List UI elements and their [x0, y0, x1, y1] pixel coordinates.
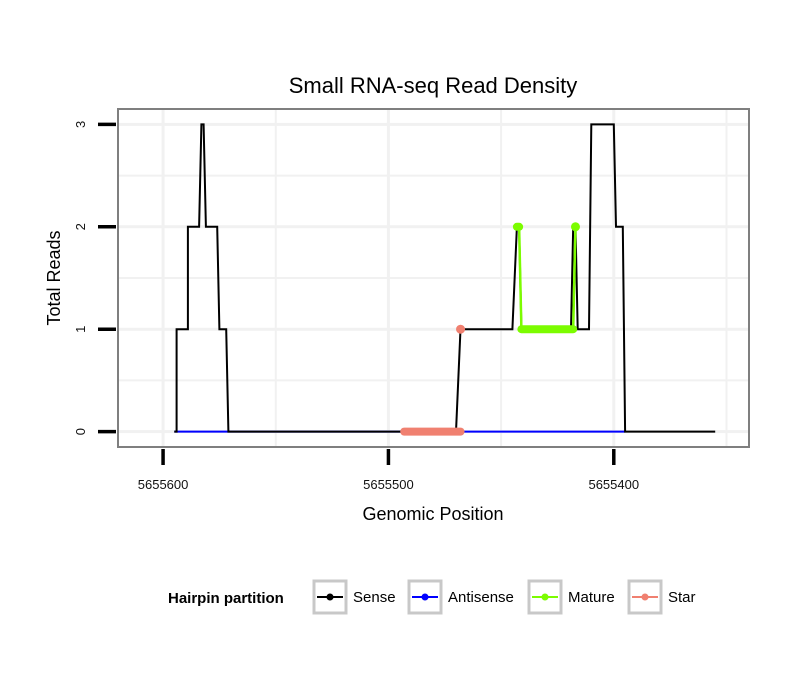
series-layer [174, 123, 716, 436]
legend: Hairpin partition Sense Antisense Mature St… [168, 579, 696, 615]
y-tick-label: 3 [73, 121, 88, 128]
chart-title: Small RNA-seq Read Density [289, 73, 578, 98]
legend-key-point [541, 593, 549, 601]
legend-key-point [641, 593, 649, 601]
legend-label-star: Star [668, 589, 696, 606]
series-star-point [456, 324, 466, 334]
x-axis-title: Genomic Position [362, 504, 503, 524]
legend-label-sense: Sense [353, 589, 396, 606]
legend-label-antisense: Antisense [448, 589, 514, 606]
plot-border [117, 108, 750, 448]
legend-label-mature: Mature [568, 589, 615, 606]
y-tick-label: 1 [73, 326, 88, 333]
axes: 0 1 2 3 5655600 5655500 5655400 [73, 121, 639, 492]
y-axis-title: Total Reads [44, 230, 64, 325]
y-tick-label: 0 [73, 428, 88, 435]
series-mature-descent [517, 226, 523, 330]
x-tick-label: 5655400 [588, 477, 639, 492]
series-sense-line [174, 123, 716, 433]
x-tick-label: 5655500 [363, 477, 414, 492]
series-mature-point [570, 222, 580, 232]
series-mature-ascent [571, 226, 577, 330]
legend-key-point [326, 593, 334, 601]
legend-key-point [421, 593, 429, 601]
y-tick-label: 2 [73, 223, 88, 230]
legend-title: Hairpin partition [168, 590, 284, 607]
x-tick-label: 5655600 [138, 477, 189, 492]
